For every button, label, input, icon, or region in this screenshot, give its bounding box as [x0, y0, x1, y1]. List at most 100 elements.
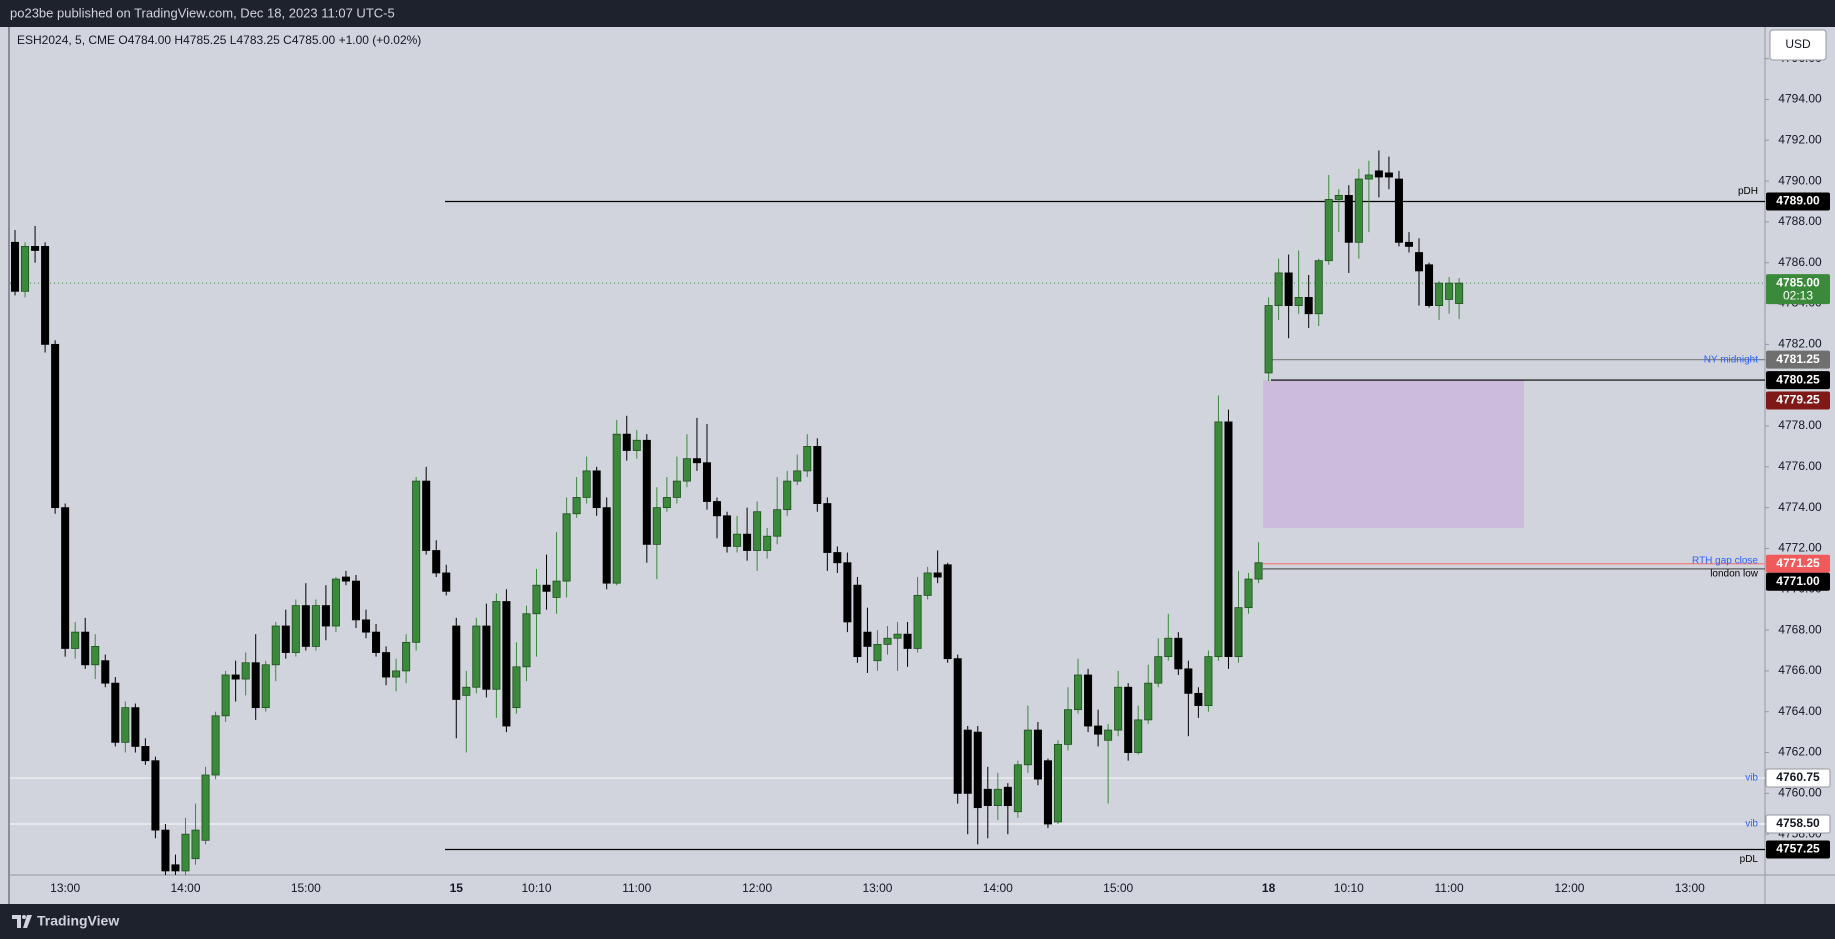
candle-body	[1003, 786, 1012, 807]
candle-body	[362, 619, 371, 633]
candle-body	[723, 515, 732, 547]
candle-body	[151, 760, 160, 831]
level-badge-label: 4779.25	[1776, 393, 1820, 407]
candle-body	[1164, 637, 1173, 658]
level-name: RTH gap close	[1692, 555, 1758, 566]
candle-body	[101, 660, 110, 684]
candle-body	[81, 631, 90, 666]
imbalance-zone	[1263, 380, 1524, 529]
x-tick-label: 15:00	[291, 881, 321, 895]
y-tick-label: 4782.00	[1778, 337, 1822, 351]
candle-body	[532, 584, 541, 615]
y-tick-label: 4794.00	[1778, 92, 1822, 106]
candle-body	[1384, 172, 1393, 178]
y-tick-label: 4768.00	[1778, 622, 1822, 636]
candle-body	[1344, 194, 1353, 243]
y-tick-label: 4790.00	[1778, 173, 1822, 187]
currency[interactable]: USD	[1785, 37, 1811, 51]
candle-body	[1114, 686, 1123, 731]
x-tick-label: 13:00	[862, 881, 892, 895]
candle-body	[221, 674, 230, 717]
candle-body	[502, 601, 511, 727]
candle-body	[1204, 656, 1213, 707]
symbol-legend: ESH2024, 5, CME O4784.00 H4785.25 L4783.…	[17, 33, 421, 47]
candle-body	[522, 613, 531, 668]
candle-body	[512, 666, 521, 709]
candle-body	[582, 470, 591, 498]
level-badge-label: 4771.00	[1776, 574, 1820, 588]
candle-body	[382, 652, 391, 678]
level-badge-label: 4758.50	[1776, 816, 1820, 830]
x-tick-label: 13:00	[1675, 881, 1705, 895]
candle-body	[803, 446, 812, 472]
candle-body	[201, 774, 210, 841]
level-badge	[1765, 768, 1831, 788]
x-tick-label: 13:00	[50, 881, 80, 895]
x-tick-label: 12:00	[1554, 881, 1584, 895]
tradingview-logo	[12, 915, 32, 928]
level-name: vib	[1745, 819, 1758, 830]
candle-body	[813, 446, 822, 504]
level-badge-label: 4780.25	[1776, 372, 1820, 386]
candle-body	[783, 480, 792, 511]
candle-body	[392, 670, 401, 678]
candle-body	[1314, 260, 1323, 315]
candle-body	[171, 864, 180, 872]
candle-body	[1144, 682, 1153, 721]
candle-body	[311, 605, 320, 647]
candle-body	[1334, 194, 1343, 200]
y-tick-label: 4774.00	[1778, 500, 1822, 514]
countdown: 02:13	[1783, 288, 1813, 302]
candle-body	[702, 462, 711, 502]
candle-body	[1445, 282, 1454, 300]
candle-body	[452, 625, 461, 700]
candle-body	[351, 580, 360, 621]
last-price-label: 4785.00	[1776, 275, 1820, 289]
candle-body	[1244, 578, 1253, 609]
footer-bar	[0, 904, 1835, 939]
y-tick-label: 4792.00	[1778, 132, 1822, 146]
candle-body	[853, 584, 862, 658]
candle-body	[51, 343, 60, 509]
x-tick-label: 15:00	[1103, 881, 1133, 895]
candle-body	[903, 633, 912, 649]
candle-body	[873, 643, 882, 662]
x-tick-label: 10:10	[1334, 881, 1364, 895]
candle-body	[1284, 272, 1293, 306]
candle-body	[271, 625, 280, 666]
candle-body	[422, 480, 431, 551]
x-tick-label: 15	[450, 881, 464, 895]
candle-body	[1234, 607, 1243, 658]
level-badge-label: 4789.00	[1776, 194, 1820, 208]
candle-body	[161, 829, 170, 872]
candle-body	[41, 245, 50, 345]
level-badge	[1765, 814, 1831, 834]
currency-button[interactable]	[1769, 29, 1827, 61]
y-tick-label: 4760.00	[1778, 786, 1822, 800]
candle-body	[472, 625, 481, 688]
candle-body	[1304, 297, 1313, 315]
candle-body	[1404, 241, 1413, 247]
candle-body	[863, 631, 872, 647]
level-name: pDH	[1738, 186, 1758, 197]
candle-body	[833, 552, 842, 564]
candle-body	[662, 497, 671, 509]
candle-body	[913, 594, 922, 649]
candle-body	[341, 576, 350, 582]
x-tick-label: 12:00	[742, 881, 772, 895]
candle-body	[1274, 272, 1283, 306]
candle-body	[602, 507, 611, 584]
candle-body	[612, 433, 621, 584]
candle-body	[713, 501, 722, 517]
candle-body	[1354, 178, 1363, 243]
candle-body	[1043, 760, 1052, 825]
candle-body	[31, 245, 40, 251]
candle-body	[943, 564, 952, 660]
x-tick-label: 14:00	[170, 881, 200, 895]
candle-body	[61, 507, 70, 649]
candle-body	[432, 550, 441, 574]
candle-body	[1364, 174, 1373, 180]
candle-body	[251, 662, 260, 709]
candle-body	[211, 715, 220, 776]
candle-body	[552, 580, 561, 598]
